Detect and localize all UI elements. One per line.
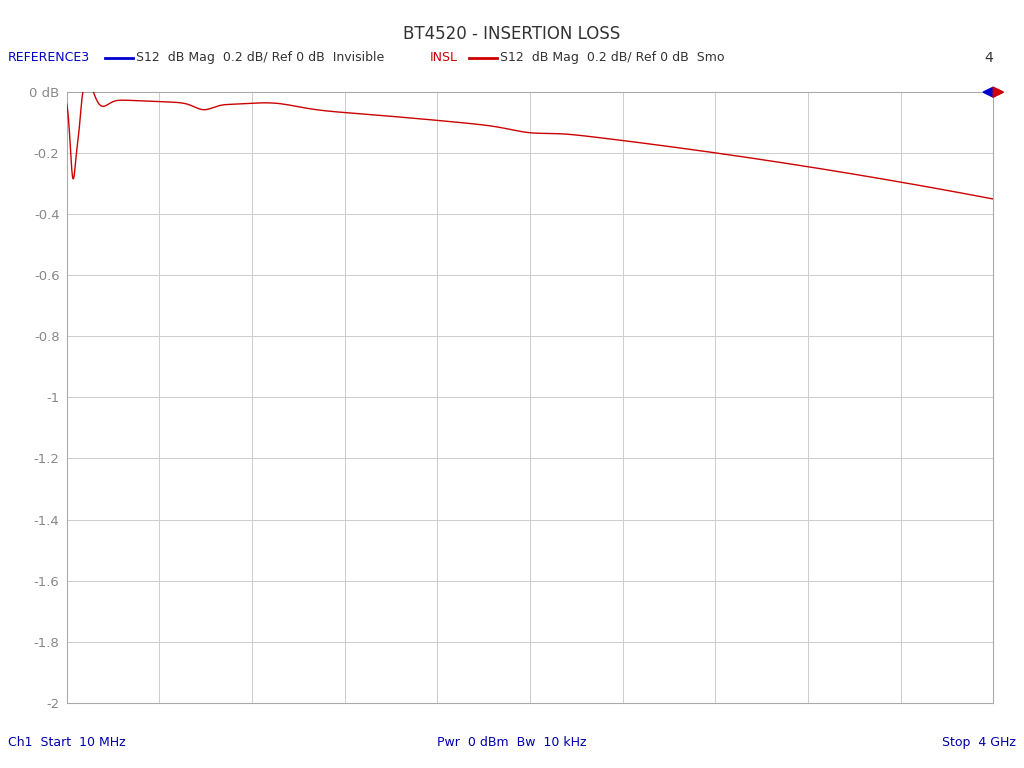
Text: INSL: INSL	[430, 51, 458, 64]
Text: S12  dB Mag  0.2 dB/ Ref 0 dB  Smo: S12 dB Mag 0.2 dB/ Ref 0 dB Smo	[500, 51, 724, 64]
Text: S12  dB Mag  0.2 dB/ Ref 0 dB  Invisible: S12 dB Mag 0.2 dB/ Ref 0 dB Invisible	[136, 51, 384, 64]
Text: BT4520 - INSERTION LOSS: BT4520 - INSERTION LOSS	[403, 25, 621, 42]
Text: 4: 4	[984, 51, 993, 65]
Text: REFERENCE3: REFERENCE3	[8, 51, 90, 64]
Text: Stop  4 GHz: Stop 4 GHz	[942, 736, 1016, 749]
Text: Pwr  0 dBm  Bw  10 kHz: Pwr 0 dBm Bw 10 kHz	[437, 736, 587, 749]
Text: Ch1  Start  10 MHz: Ch1 Start 10 MHz	[8, 736, 126, 749]
